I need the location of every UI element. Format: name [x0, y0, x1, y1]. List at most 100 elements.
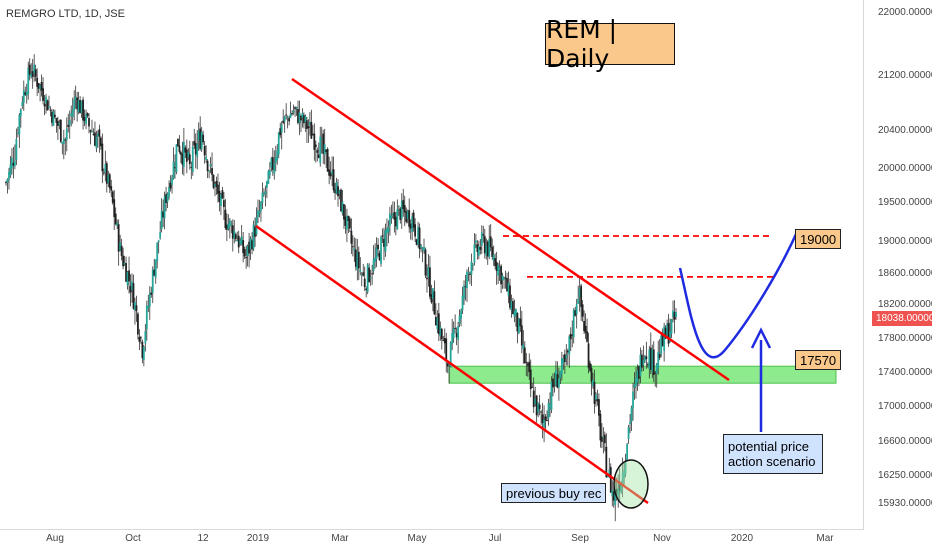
time-tick-label: Mar	[816, 533, 834, 544]
candle-body	[432, 288, 434, 300]
candle-body	[141, 341, 144, 359]
candle-body	[645, 356, 648, 360]
candle-body	[65, 128, 68, 140]
candle-body	[162, 211, 165, 218]
candle-body	[589, 363, 591, 371]
candle-body	[497, 264, 500, 276]
price-tick-label: 17000.00000	[878, 401, 932, 412]
candle-body	[482, 234, 485, 236]
candle-body	[426, 277, 428, 280]
candle-body	[320, 137, 323, 139]
candle-body	[249, 238, 252, 250]
scenario-curve	[678, 231, 799, 359]
candle-body	[651, 348, 654, 372]
candle-body	[529, 369, 532, 390]
candle-body	[181, 153, 184, 165]
candle-body	[664, 327, 667, 339]
candle-body	[147, 305, 150, 309]
candle-body	[620, 482, 623, 493]
candle-body	[507, 282, 510, 296]
candle-body	[107, 174, 110, 183]
candle-body	[67, 124, 70, 127]
candle-body	[335, 182, 338, 194]
candle-body	[535, 395, 538, 416]
candle-body	[83, 116, 86, 122]
candle-body	[449, 342, 452, 368]
candle-body	[528, 361, 531, 373]
candle-body	[9, 164, 12, 176]
candle-body	[212, 174, 215, 188]
candle-body	[224, 209, 227, 229]
candle-body	[123, 262, 126, 265]
candle-body	[643, 356, 646, 361]
candle-body	[452, 327, 455, 339]
candle-body	[71, 109, 74, 117]
up-arrow-head	[750, 327, 772, 349]
candle-body	[443, 338, 446, 344]
title-box: REM | Daily	[545, 15, 675, 73]
candle-body	[25, 92, 28, 96]
price-tick-label: 21200.00000	[878, 70, 932, 81]
candle-body	[552, 378, 554, 388]
candle-body	[156, 242, 159, 262]
candle-body	[119, 242, 122, 251]
candle-body	[654, 372, 657, 374]
candle-body	[297, 108, 299, 124]
candle-body	[18, 114, 21, 135]
candle-body	[270, 158, 273, 168]
candle-body	[37, 83, 40, 89]
candle-body	[532, 390, 535, 408]
candle-body	[313, 133, 316, 150]
candle-body	[403, 205, 406, 213]
price-tick-label: 19000.00000	[878, 236, 932, 247]
candle-body	[227, 223, 230, 230]
time-tick-label: 2019	[246, 533, 270, 544]
candle-body	[132, 283, 135, 309]
candle-body	[669, 331, 671, 342]
candle-body	[144, 331, 147, 344]
candle-body	[437, 313, 440, 335]
candle-body	[13, 160, 16, 167]
candle-body	[340, 189, 342, 212]
candle-body	[658, 354, 661, 358]
candle-body	[357, 251, 360, 269]
candle-body	[513, 311, 516, 317]
candle-body	[433, 291, 436, 315]
candle-body	[56, 120, 59, 126]
candle-body	[560, 358, 563, 375]
candle-body	[11, 157, 13, 169]
candle-body	[384, 230, 387, 252]
candle-body	[383, 238, 385, 247]
candle-body	[91, 130, 93, 132]
candle-body	[372, 259, 375, 272]
candle-body	[666, 324, 669, 336]
candle-body	[519, 318, 522, 327]
price-tick-label: 18600.00000	[878, 268, 932, 279]
candle-body	[182, 141, 185, 167]
candle-body	[480, 232, 483, 246]
candle-body	[396, 208, 399, 230]
candle-body	[572, 309, 575, 338]
candle-body	[331, 171, 334, 175]
candle-body	[477, 246, 480, 256]
candle-body	[543, 419, 545, 428]
candle-body	[485, 245, 488, 256]
candle-body	[165, 193, 167, 203]
candle-body	[660, 335, 663, 355]
candle-body	[33, 64, 36, 74]
candle-body	[402, 200, 405, 210]
candle-body	[394, 216, 397, 227]
candle-body	[45, 96, 47, 104]
candle-body	[64, 139, 67, 141]
candle-body	[489, 236, 492, 248]
candle-body	[48, 106, 50, 108]
candle-body	[316, 150, 319, 153]
candle-body	[325, 149, 328, 152]
candle-body	[225, 224, 228, 230]
scenario-label: potential price action scenario	[723, 434, 823, 474]
candle-body	[652, 349, 655, 375]
candle-body	[46, 100, 49, 111]
candle-body	[188, 154, 191, 165]
candle-body	[427, 267, 430, 277]
